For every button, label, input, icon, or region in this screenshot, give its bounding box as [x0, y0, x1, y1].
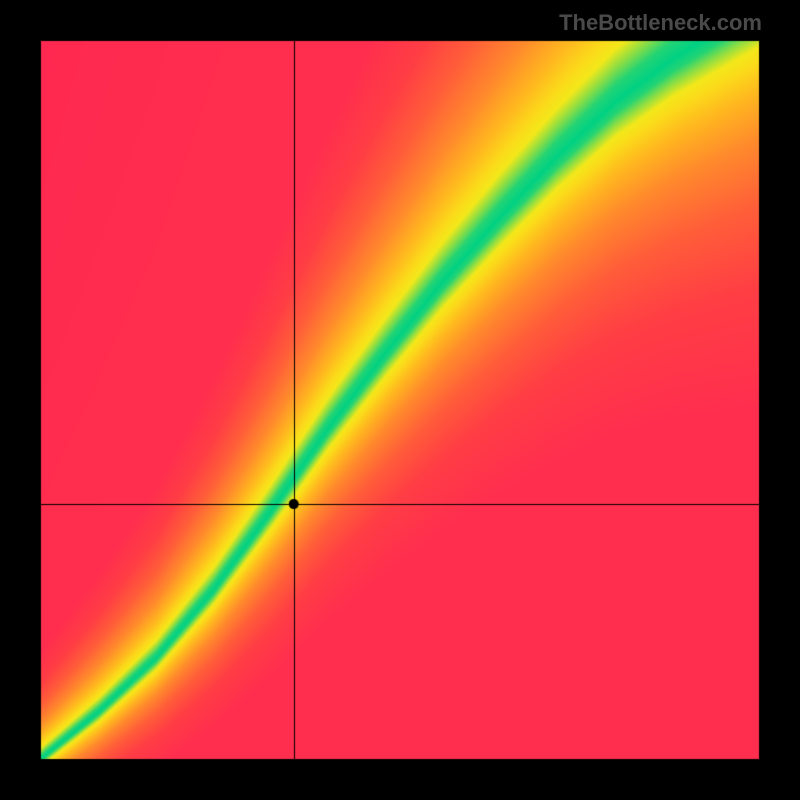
heatmap-canvas	[0, 0, 800, 800]
watermark-text: TheBottleneck.com	[559, 10, 762, 36]
chart-container: TheBottleneck.com	[0, 0, 800, 800]
